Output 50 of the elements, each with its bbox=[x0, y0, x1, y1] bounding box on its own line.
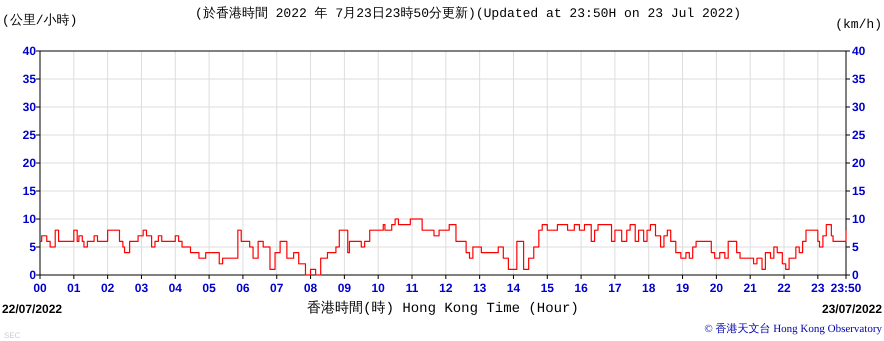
x-tick-label: 23 bbox=[811, 281, 825, 295]
y2-tick-label: 35 bbox=[852, 72, 866, 86]
x-tick-label: 00 bbox=[33, 281, 47, 295]
x-tick-label: 16 bbox=[574, 281, 588, 295]
x-tick-label: 04 bbox=[168, 281, 182, 295]
x-axis-title: 香港時間(時) Hong Kong Time (Hour) bbox=[307, 300, 579, 317]
x-tick-label: 06 bbox=[236, 281, 250, 295]
x-tick-label: 19 bbox=[676, 281, 690, 295]
x-tick-label: 12 bbox=[439, 281, 453, 295]
y2-axis-title: (km/h) bbox=[835, 17, 882, 32]
x-tick-label: 21 bbox=[744, 281, 758, 295]
y-tick-label: 0 bbox=[29, 268, 36, 282]
y-tick-label: 35 bbox=[22, 72, 36, 86]
x-tick-label: 14 bbox=[506, 281, 520, 295]
y-tick-label: 10 bbox=[22, 212, 36, 226]
chart-title: (於香港時間 2022 年 7月23日23時50分更新)(Updated at 23:50H on 23 Jul 2022) bbox=[195, 6, 742, 21]
x-tick-label: 07 bbox=[270, 281, 284, 295]
x-tick-label: 02 bbox=[100, 281, 115, 295]
y2-tick-label: 40 bbox=[852, 44, 866, 58]
x-tick-label: 17 bbox=[608, 281, 622, 295]
y2-tick-label: 25 bbox=[852, 128, 866, 142]
x-tick-label: 09 bbox=[338, 281, 352, 295]
y2-tick-label: 20 bbox=[852, 156, 866, 170]
y2-tick-label: 5 bbox=[852, 240, 859, 254]
y2-tick-label: 0 bbox=[852, 268, 859, 282]
y-tick-label: 5 bbox=[29, 240, 36, 254]
y-tick-label: 40 bbox=[22, 44, 36, 58]
x-tick-label: 13 bbox=[472, 281, 487, 295]
text: 23/07/2022 bbox=[822, 302, 882, 316]
y-tick-label: 25 bbox=[22, 128, 36, 142]
x-tick-label: 20 bbox=[710, 281, 724, 295]
x-tick-label: 08 bbox=[304, 281, 318, 295]
y2-tick-label: 10 bbox=[852, 212, 866, 226]
x-tick-label: 05 bbox=[202, 281, 216, 295]
y2-tick-label: 30 bbox=[852, 100, 866, 114]
x-tick-label: 03 bbox=[134, 281, 148, 295]
x-tick-label: 15 bbox=[540, 281, 554, 295]
y-tick-label: 30 bbox=[22, 100, 36, 114]
x-tick-label: 11 bbox=[406, 281, 419, 295]
y2-tick-label: 15 bbox=[852, 184, 866, 198]
x-tick-label: 01 bbox=[67, 281, 81, 295]
text: 22/07/2022 bbox=[2, 302, 62, 316]
y-axis-title: (公里/小時) bbox=[2, 13, 78, 28]
x-tick-label: 22 bbox=[777, 281, 792, 295]
x-tick-label: 10 bbox=[372, 281, 386, 295]
text: © 香港天文台 Hong Kong Observatory bbox=[704, 322, 882, 335]
y-tick-label: 20 bbox=[22, 156, 36, 170]
y-tick-label: 15 bbox=[22, 184, 36, 198]
x-tick-label: 23:50 bbox=[830, 281, 862, 295]
x-tick-label: 18 bbox=[642, 281, 656, 295]
